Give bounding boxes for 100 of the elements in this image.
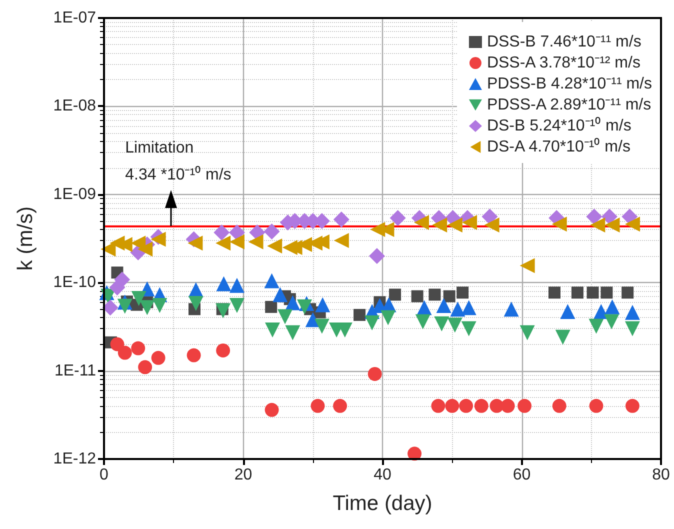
point <box>380 310 396 326</box>
legend-label: PDSS-A 2.89*10⁻¹¹ m/s <box>486 96 652 114</box>
point <box>474 398 488 413</box>
point <box>588 318 604 334</box>
point <box>456 286 469 299</box>
point <box>267 238 282 254</box>
point <box>264 223 280 240</box>
point <box>264 402 279 417</box>
point <box>571 286 584 299</box>
point <box>518 398 532 413</box>
point <box>150 232 166 247</box>
point <box>411 290 424 302</box>
y-tick-label: 1E-10 <box>53 274 96 292</box>
point <box>625 398 640 413</box>
point <box>229 234 244 250</box>
point <box>586 208 602 225</box>
y-axis-title: k (m/s) <box>14 206 37 271</box>
point <box>600 286 613 299</box>
point <box>555 330 570 345</box>
point <box>114 272 130 288</box>
point <box>552 398 566 413</box>
point <box>216 343 230 358</box>
point <box>624 321 640 336</box>
x-tick-label: 60 <box>512 466 531 484</box>
point <box>315 297 330 312</box>
point <box>520 258 535 274</box>
point <box>285 325 300 340</box>
point <box>622 286 634 299</box>
point <box>265 300 278 313</box>
point <box>436 298 452 313</box>
point <box>586 286 599 299</box>
point <box>248 234 264 250</box>
point <box>333 211 350 228</box>
legend-label: PDSS-B 4.28*10⁻¹¹ m/s <box>486 76 652 92</box>
point <box>589 398 604 413</box>
point <box>552 216 567 232</box>
x-tick-label: 40 <box>374 466 392 484</box>
point <box>216 236 231 251</box>
point <box>152 298 168 313</box>
point <box>415 314 430 330</box>
point <box>601 208 618 225</box>
point <box>624 216 640 232</box>
point <box>482 208 498 225</box>
point <box>434 316 450 332</box>
point <box>278 309 293 324</box>
point <box>216 303 231 318</box>
point <box>264 273 280 288</box>
point <box>447 318 462 333</box>
point <box>297 299 312 314</box>
point <box>138 360 152 374</box>
point <box>228 224 245 240</box>
y-tick-label: 1E-12 <box>53 450 96 468</box>
point <box>310 398 325 413</box>
legend-label: DSS-A 3.78*10⁻¹² m/s <box>486 54 640 72</box>
point <box>110 337 124 352</box>
point <box>390 210 406 226</box>
legend-label: DS-A 4.70*10⁻¹⁰ m/s <box>486 138 630 156</box>
point <box>560 304 576 320</box>
point <box>459 398 474 413</box>
point <box>131 291 146 306</box>
point <box>622 208 638 225</box>
point <box>604 217 620 232</box>
point <box>624 304 640 320</box>
point <box>131 341 146 356</box>
point <box>285 295 300 310</box>
point <box>354 308 366 321</box>
point <box>138 242 153 257</box>
point <box>188 296 204 311</box>
point <box>229 278 244 293</box>
point <box>186 348 201 362</box>
point <box>520 325 535 340</box>
point <box>431 398 446 413</box>
point <box>314 318 330 334</box>
point <box>368 248 385 264</box>
point <box>214 224 230 240</box>
point <box>462 215 478 230</box>
x-axis-title: Time (day) <box>332 492 432 515</box>
point <box>484 217 500 232</box>
point <box>443 290 456 302</box>
legend-label: DSS-B 7.46*10⁻¹¹ m/s <box>486 34 642 50</box>
point <box>461 321 476 336</box>
point <box>461 300 476 316</box>
point <box>102 300 118 316</box>
point <box>364 315 380 330</box>
point <box>389 288 402 301</box>
point <box>428 288 441 301</box>
point <box>334 233 349 248</box>
point <box>188 236 203 251</box>
legend-label: DS-B 5.24*10⁻¹⁰ m/s <box>486 116 632 134</box>
point <box>450 302 466 317</box>
x-tick-label: 80 <box>652 466 670 484</box>
x-tick-label: 0 <box>100 466 109 484</box>
point <box>117 298 132 314</box>
point <box>140 300 155 316</box>
point <box>414 215 429 230</box>
point <box>264 322 280 338</box>
point <box>445 398 460 413</box>
x-tick-label: 20 <box>234 466 252 484</box>
point <box>604 299 620 314</box>
point <box>333 398 348 413</box>
